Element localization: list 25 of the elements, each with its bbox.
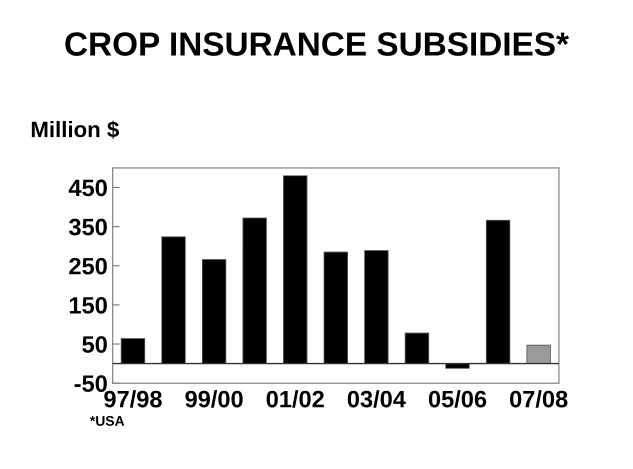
x-tick-label: 01/02 (266, 390, 324, 408)
y-axis-title: Million $ (32, 120, 119, 139)
y-tick-label: 250 (69, 258, 107, 275)
x-tick-label: 07/08 (510, 390, 568, 408)
y-tick-label: 150 (70, 296, 107, 314)
chart-title: CROP INSURANCE SUBSIDIES* (65, 32, 569, 56)
x-tick-label: 99/00 (185, 390, 243, 408)
bar (364, 250, 389, 364)
x-tick-label: 05/06 (428, 390, 486, 408)
bar (202, 259, 226, 364)
y-tick-label: 450 (68, 180, 107, 196)
y-tick-label: 350 (68, 218, 107, 236)
y-tick-label: -50 (74, 375, 107, 392)
bar (283, 175, 308, 364)
bar (242, 218, 267, 364)
text: *USA (90, 416, 124, 426)
bar (120, 338, 146, 364)
bar (161, 236, 186, 364)
x-tick-label: 03/04 (348, 390, 406, 408)
bar (404, 332, 430, 364)
y-tick-label: 50 (82, 336, 107, 353)
bar (526, 344, 551, 364)
x-tick-label: 97/98 (104, 390, 162, 408)
bar (486, 220, 510, 364)
bar (324, 252, 348, 364)
